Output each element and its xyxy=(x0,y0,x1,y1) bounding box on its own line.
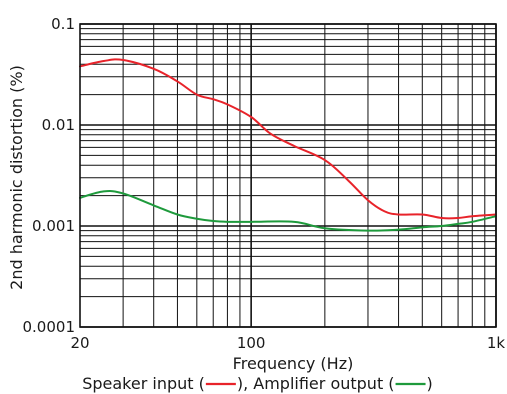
y-tick-labels: 0.1 0.01 0.001 0.0001 xyxy=(23,15,76,336)
y-tick-label: 0.0001 xyxy=(23,318,76,336)
y-axis-label: 2nd harmonic distortion (%) xyxy=(7,65,26,290)
series-line-amplifier-output xyxy=(79,190,497,232)
legend-text-3: ) xyxy=(427,374,433,393)
legend: Speaker input ( ), Amplifier output ( ) xyxy=(82,374,433,393)
x-axis-label: Frequency (Hz) xyxy=(233,354,354,373)
x-tick-label: 1k xyxy=(487,334,506,352)
y-tick-label: 0.01 xyxy=(42,116,75,134)
grid-lines xyxy=(79,23,497,328)
y-tick-label: 0.001 xyxy=(32,217,75,235)
legend-text-1: Speaker input ( xyxy=(82,374,205,393)
y-tick-label: 0.1 xyxy=(51,15,75,33)
x-tick-labels: 20 100 1k xyxy=(70,334,505,352)
series-line-speaker-input xyxy=(79,58,497,220)
legend-text-2: ), Amplifier output ( xyxy=(237,374,395,393)
x-tick-label: 20 xyxy=(70,334,89,352)
plot-frame xyxy=(79,23,497,328)
x-tick-label: 100 xyxy=(237,334,266,352)
series-lines xyxy=(79,58,497,232)
